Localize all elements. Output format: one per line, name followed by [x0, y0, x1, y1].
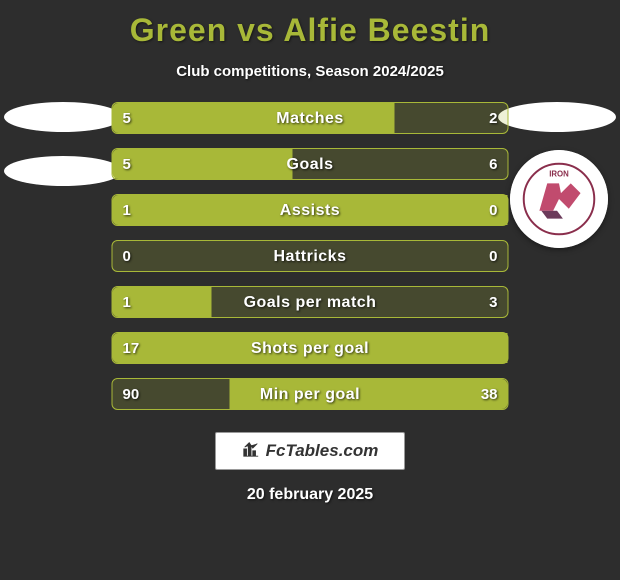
stat-row: 13Goals per match: [112, 286, 509, 318]
right-club-crest: IRON: [510, 150, 608, 248]
svg-text:IRON: IRON: [549, 169, 569, 178]
comparison-title: Green vs Alfie Beestin: [0, 0, 620, 49]
comparison-chart: IRON 52Matches 56Goals 10Assists 00Hattrick…: [0, 102, 620, 422]
stat-label: Goals per match: [113, 287, 508, 319]
right-player-badge-1: [498, 102, 616, 132]
stat-row: 10Assists: [112, 194, 509, 226]
stat-row: 9038Min per goal: [112, 378, 509, 410]
stat-label: Goals: [113, 149, 508, 181]
stat-label: Shots per goal: [113, 333, 508, 365]
stat-row: 56Goals: [112, 148, 509, 180]
left-player-badge-2: [4, 156, 122, 186]
right-player-badges: IRON: [498, 102, 616, 248]
stat-label: Assists: [113, 195, 508, 227]
stat-label: Min per goal: [113, 379, 508, 411]
stat-bars: 52Matches 56Goals 10Assists 00Hattricks 13Go…: [112, 102, 509, 424]
stat-row: 52Matches: [112, 102, 509, 134]
footer-date: 20 february 2025: [0, 486, 620, 504]
brand-label: FcTables.com: [266, 441, 379, 461]
stat-label: Matches: [113, 103, 508, 135]
stat-row: 00Hattricks: [112, 240, 509, 272]
stat-label: Hattricks: [113, 241, 508, 273]
left-player-badges: [4, 102, 122, 210]
chart-icon: [242, 440, 266, 463]
stat-row: 17Shots per goal: [112, 332, 509, 364]
brand-badge[interactable]: FcTables.com: [215, 432, 405, 470]
left-player-badge-1: [4, 102, 122, 132]
comparison-subtitle: Club competitions, Season 2024/2025: [0, 63, 620, 80]
